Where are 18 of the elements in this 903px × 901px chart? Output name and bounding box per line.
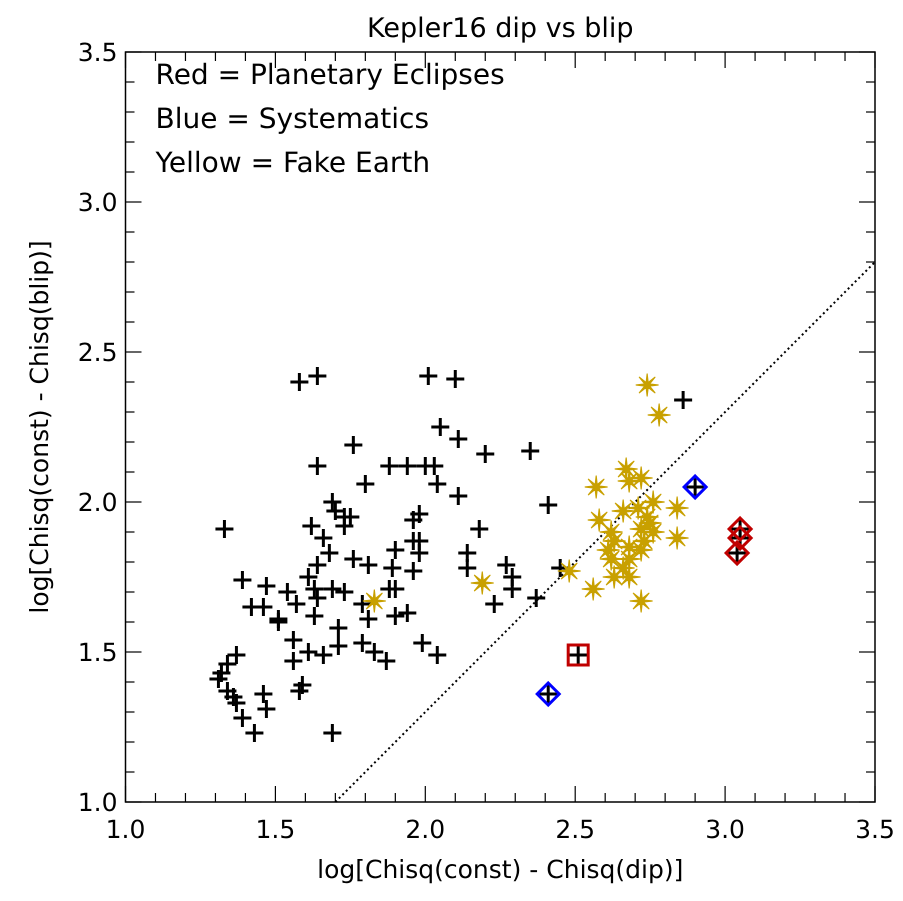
annotation: Red = Planetary Eclipses (156, 58, 505, 91)
annotation: Yellow = Fake Earth (154, 146, 430, 179)
y-axis-title: log[Chisq(const) - Chisq(blip)] (25, 240, 54, 614)
y-tick-label: 2.5 (78, 338, 118, 367)
annotation: Blue = Systematics (156, 102, 430, 135)
y-tick-label: 1.5 (78, 638, 118, 667)
x-tick-label: 3.5 (855, 815, 895, 844)
x-tick-label: 1.0 (106, 815, 146, 844)
chart-title: Kepler16 dip vs blip (366, 13, 634, 44)
y-tick-label: 1.0 (78, 788, 118, 817)
y-tick-label: 3.5 (78, 38, 118, 67)
y-tick-label: 2.0 (78, 488, 118, 517)
x-axis-title: log[Chisq(const) - Chisq(dip)] (317, 855, 684, 884)
x-tick-label: 2.0 (405, 815, 446, 844)
x-tick-label: 2.5 (555, 815, 596, 844)
y-tick-label: 3.0 (78, 188, 118, 217)
x-tick-label: 3.0 (705, 815, 745, 844)
x-tick-label: 1.5 (256, 815, 296, 844)
